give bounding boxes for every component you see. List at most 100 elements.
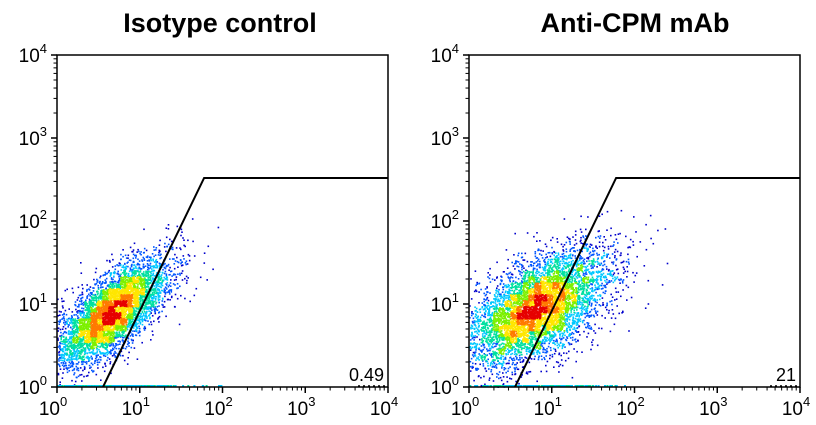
event-dot (165, 264, 168, 267)
event-dot (124, 273, 126, 276)
event-dot (101, 329, 104, 331)
event-dot (138, 273, 141, 275)
event-dot (120, 318, 123, 320)
event-dot (148, 302, 151, 304)
event-dot (101, 326, 103, 329)
event-dot (141, 259, 143, 261)
event-dot (82, 327, 84, 329)
event-dot (57, 363, 60, 365)
event-dot (113, 326, 116, 328)
event-dot (105, 300, 108, 302)
event-dot (137, 263, 139, 266)
event-dot (139, 270, 142, 272)
event-dot (119, 313, 122, 316)
event-dot (137, 306, 140, 309)
event-dot (66, 353, 69, 356)
event-dot (114, 290, 117, 292)
event-dot (113, 300, 115, 303)
event-dot (63, 336, 65, 338)
event-dot (155, 292, 158, 295)
event-dot (71, 347, 74, 349)
event-dot (109, 298, 112, 301)
event-dot (109, 328, 111, 330)
event-dot (82, 287, 84, 290)
event-dot (153, 291, 156, 293)
event-dot (154, 300, 156, 303)
event-dot (101, 335, 104, 337)
event-dot (113, 320, 115, 323)
event-dot (93, 335, 96, 338)
event-dot (140, 268, 143, 270)
event-dot (101, 295, 103, 297)
event-dot (127, 303, 130, 305)
event-dot (169, 299, 171, 301)
event-dot (110, 334, 113, 336)
event-dot (117, 295, 119, 298)
event-dot (161, 284, 164, 287)
event-dot (100, 331, 103, 334)
event-dot (152, 303, 154, 306)
event-dot (66, 288, 68, 291)
event-dot (57, 339, 59, 341)
event-dot (108, 330, 111, 333)
event-dot (171, 258, 174, 260)
event-dot (71, 323, 73, 325)
event-dot (98, 305, 101, 307)
event-dot (83, 328, 86, 330)
event-dot (130, 297, 132, 300)
event-dot (134, 293, 137, 295)
event-dot (114, 345, 117, 347)
event-dot (71, 344, 73, 347)
event-dot (136, 279, 138, 282)
event-dot (79, 326, 82, 329)
event-dot (81, 339, 83, 342)
event-dot (95, 344, 98, 346)
event-dot (71, 352, 74, 354)
event-dot (117, 313, 119, 316)
event-dot (103, 282, 106, 284)
event-dot (150, 307, 152, 309)
event-dot (63, 319, 66, 322)
event-dot (99, 282, 101, 284)
event-dot (183, 244, 185, 247)
event-dot (61, 305, 64, 307)
event-dot (80, 262, 82, 264)
event-dot (155, 263, 157, 265)
event-dot (133, 305, 135, 308)
event-dot (130, 311, 133, 314)
event-dot (113, 272, 115, 274)
event-dot (89, 304, 91, 306)
event-dot (102, 352, 105, 355)
event-dot (122, 279, 124, 281)
event-dot (124, 266, 127, 269)
event-dot (153, 292, 156, 294)
event-dot (64, 348, 67, 350)
event-dot (83, 312, 85, 314)
event-dot (101, 342, 103, 344)
event-dot (93, 325, 95, 327)
event-dot (92, 297, 94, 299)
event-dot (156, 289, 158, 291)
event-dot (130, 280, 133, 283)
event-dot (111, 281, 114, 284)
event-dot (97, 367, 99, 369)
event-dot (107, 356, 109, 359)
event-dot (150, 321, 152, 323)
event-dot (125, 320, 127, 322)
event-dot (133, 301, 135, 303)
event-dot (106, 308, 108, 310)
event-dot (135, 257, 137, 259)
event-dot (68, 330, 70, 332)
event-dot (67, 332, 70, 334)
event-dot (128, 292, 130, 294)
event-dot (136, 323, 138, 326)
event-dot (115, 326, 118, 329)
event-dot (137, 277, 139, 279)
event-dot (81, 351, 83, 354)
event-dot (145, 270, 147, 273)
event-dot (100, 359, 102, 361)
event-dot (99, 301, 102, 303)
event-dot (149, 310, 152, 313)
event-dot (58, 364, 61, 366)
event-dot (168, 293, 171, 295)
